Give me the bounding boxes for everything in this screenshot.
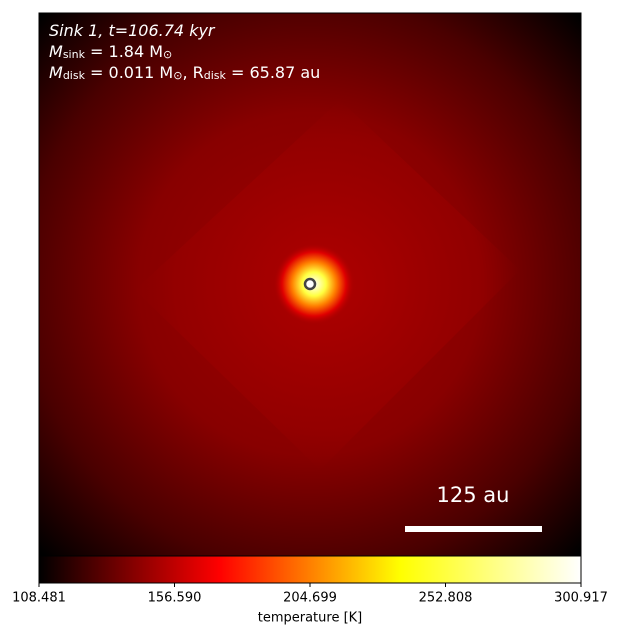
annotation-text: = 0.011 M	[85, 63, 173, 82]
scale-bar	[405, 526, 542, 532]
annotation-text: = 1.84 M	[85, 42, 163, 61]
scale-bar-label: 125 au	[437, 483, 510, 507]
annotation: Msink = 1.84 M⊙	[49, 42, 172, 61]
annotation-text: , R	[182, 63, 203, 82]
annotation-subscript: sink	[63, 48, 86, 61]
annotation-subscript: disk	[204, 69, 227, 82]
annotation-text: M	[49, 42, 63, 61]
heatmap-image	[39, 13, 581, 556]
colorbar	[38, 555, 582, 584]
colorbar-tick-label: 108.481	[12, 591, 66, 606]
annotation-text: M	[49, 63, 63, 82]
colorbar-tick-label: 252.808	[419, 591, 473, 606]
annotation-subscript: ⊙	[173, 69, 182, 82]
annotation: Sink 1, t=106.74 kyr	[49, 21, 216, 40]
annotation-subscript: ⊙	[163, 48, 172, 61]
annotation-subscript: disk	[63, 69, 86, 82]
annotation-text: Sink 1, t=106.74 kyr	[49, 21, 216, 40]
annotation: Mdisk = 0.011 M⊙, Rdisk = 65.87 au	[49, 63, 320, 82]
colorbar-tick-label: 300.917	[554, 591, 608, 606]
sink-marker	[303, 277, 317, 291]
colorbar-label: temperature [K]	[258, 611, 363, 626]
colorbar-tick-label: 156.590	[148, 591, 202, 606]
colorbar-tick-label: 204.699	[283, 591, 337, 606]
annotation-text: = 65.87 au	[226, 63, 320, 82]
